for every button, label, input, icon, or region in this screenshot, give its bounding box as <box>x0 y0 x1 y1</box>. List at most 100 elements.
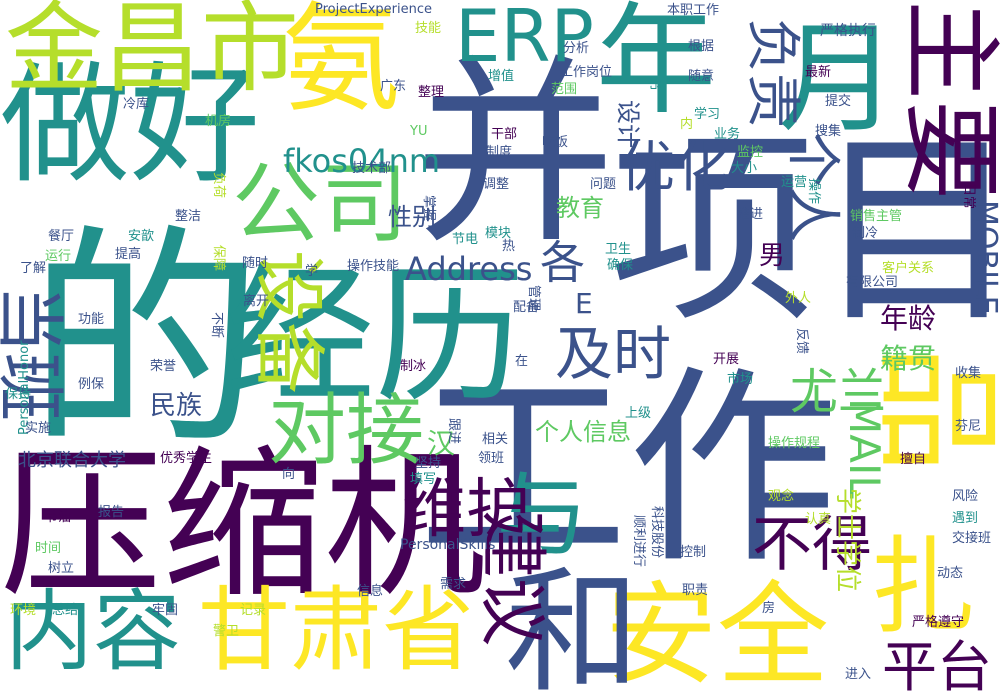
word: 日常 <box>961 183 976 210</box>
word: 警卫 <box>213 624 240 639</box>
word: 观念 <box>768 489 795 504</box>
word: 客户 <box>802 495 829 510</box>
word: 教育 <box>556 194 604 222</box>
word: 负荷 <box>211 172 226 199</box>
word: 职责 <box>682 583 709 598</box>
word: 顺利进行 <box>631 515 646 568</box>
word: MOBILE <box>968 200 1000 315</box>
word: 负责 <box>741 18 805 129</box>
word: 领班 <box>478 451 505 466</box>
word: 平台 <box>882 635 993 699</box>
word: 牢固 <box>152 603 179 618</box>
word: 项目 <box>610 113 1000 351</box>
word: 认真 <box>805 512 832 527</box>
word: 收集 <box>955 366 982 381</box>
word: 有限公司 <box>846 275 899 290</box>
word: 年龄 <box>880 302 937 335</box>
word: 技能 <box>415 21 442 36</box>
word: E <box>575 287 593 320</box>
word: 本职工作 <box>667 3 720 18</box>
word: 进入 <box>845 667 872 682</box>
word: 树立 <box>48 561 75 576</box>
word: 冷库 <box>123 97 150 112</box>
word: 籍贯 <box>880 342 937 375</box>
word: 提高 <box>115 247 142 262</box>
word: 北京联合大学 <box>18 450 126 471</box>
word: 遇到 <box>952 511 979 526</box>
word: 年 <box>596 0 716 131</box>
word: 提交 <box>825 94 852 109</box>
word: 增值 <box>488 69 515 84</box>
word: 内容 <box>5 580 182 683</box>
word: 时间 <box>35 541 62 556</box>
word: 市场 <box>727 372 754 387</box>
word: 问题 <box>590 177 617 192</box>
word: 开展 <box>713 352 740 367</box>
word: 汉 <box>427 427 456 460</box>
word: 保持 <box>5 387 32 402</box>
word: 节电 <box>452 232 479 247</box>
word: 扎 <box>870 526 976 648</box>
word: 搜集 <box>815 124 842 139</box>
word: 维护 <box>402 473 530 547</box>
word: 和 <box>505 554 640 700</box>
word: 个人信息 <box>535 418 631 446</box>
word: 与 <box>496 462 589 569</box>
word: 不断 <box>209 312 224 339</box>
word: 跟进 <box>446 418 461 445</box>
word: 销售主管 <box>850 209 903 224</box>
word: 的 <box>28 206 263 479</box>
word: 操作技能 <box>347 259 400 274</box>
word: 上级 <box>625 406 652 421</box>
word: 范围 <box>551 82 578 97</box>
word: YU <box>410 124 428 139</box>
word: 外人 <box>785 291 812 306</box>
word: 操作规程 <box>768 436 821 451</box>
word: 餐厅 <box>48 229 75 244</box>
word: 各 <box>540 236 586 289</box>
word: 广东 <box>380 79 407 94</box>
word: 控制 <box>680 545 707 560</box>
word: 大小 <box>731 161 758 176</box>
word: 向 <box>282 467 296 482</box>
word: 公司 <box>232 152 409 255</box>
word: 确保 <box>607 258 634 273</box>
word: 学 <box>305 264 319 279</box>
word: 整理 <box>418 85 445 100</box>
word: 反馈 <box>794 328 809 355</box>
word: 保障 <box>211 245 226 272</box>
word: 需求 <box>440 577 467 592</box>
word: 性别 <box>388 203 436 231</box>
word: 最新 <box>805 65 832 80</box>
word: 调整 <box>483 177 510 192</box>
word: 技术部 <box>352 161 392 176</box>
word: 房 <box>762 601 776 616</box>
word: 在 <box>515 354 529 369</box>
word: 随意 <box>688 69 715 84</box>
word: 制冷 <box>852 226 879 241</box>
word: 运行 <box>45 249 72 264</box>
word: 风险 <box>952 489 979 504</box>
word: 热 <box>502 239 516 254</box>
word: 机房 <box>205 114 232 129</box>
word: 管理 <box>526 285 541 312</box>
word: 交接班 <box>952 531 992 546</box>
word: 工作岗位 <box>560 65 613 80</box>
word: 业务 <box>714 127 741 142</box>
word: 推进 <box>737 207 764 222</box>
word: MAIL <box>840 398 889 499</box>
word: 离开 <box>243 294 270 309</box>
word: 节 <box>646 78 661 92</box>
word: 科技股份 <box>649 506 664 559</box>
word: 根据 <box>688 39 715 54</box>
word: 安全 <box>605 571 829 700</box>
word: 建议 <box>472 510 551 647</box>
word: 节油 <box>45 510 72 525</box>
word: 及时 <box>555 320 672 388</box>
word: 芬尼 <box>955 419 982 434</box>
word: 模块 <box>485 226 512 241</box>
word: 动态 <box>937 566 964 581</box>
word: 主要 <box>892 0 1000 200</box>
word: 分析 <box>563 41 590 56</box>
